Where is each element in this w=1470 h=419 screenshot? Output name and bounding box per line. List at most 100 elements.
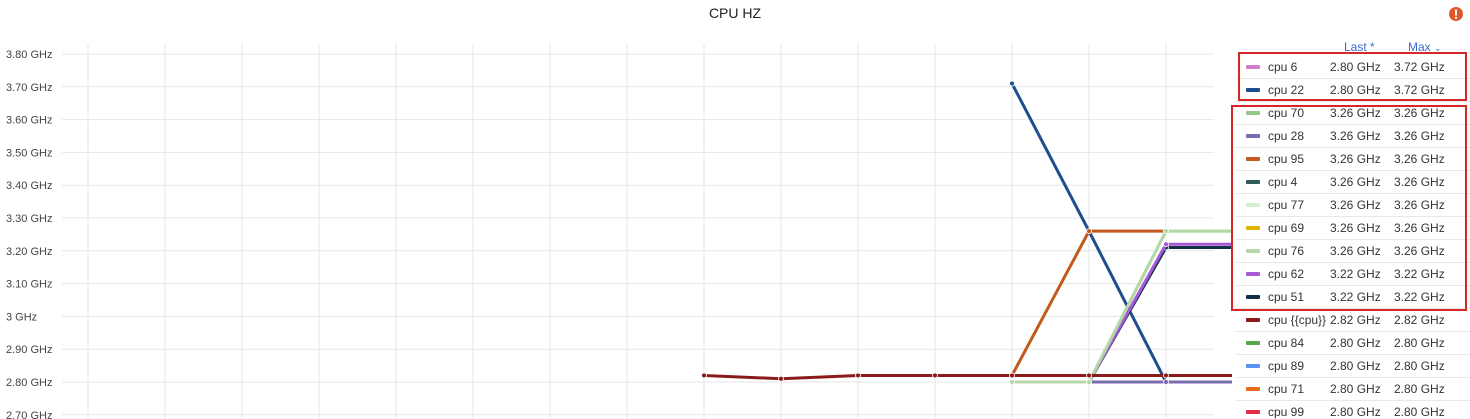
legend-row[interactable]: cpu 70 3.26 GHz 3.26 GHz (1236, 102, 1470, 125)
series-point (1163, 379, 1169, 385)
legend-max-value: 3.22 GHz (1394, 267, 1445, 281)
legend-max-value: 3.72 GHz (1394, 60, 1445, 74)
legend-max-value: 3.26 GHz (1394, 244, 1445, 258)
series-line (1010, 82, 1232, 384)
series-point (1163, 228, 1169, 235)
legend-swatch (1246, 295, 1260, 299)
legend-swatch (1246, 134, 1260, 138)
alert-icon[interactable] (1448, 6, 1464, 22)
series-point (778, 375, 784, 382)
legend-row[interactable]: cpu 77 3.26 GHz 3.26 GHz (1236, 194, 1470, 217)
series-point (1009, 372, 1015, 379)
y-tick-label: 3.50 GHz (6, 147, 52, 159)
legend-last-value: 3.26 GHz (1330, 244, 1381, 258)
legend-series-name: cpu {{cpu}} (1268, 313, 1327, 327)
legend-row[interactable]: cpu 95 3.26 GHz 3.26 GHz (1236, 148, 1470, 171)
y-tick-label: 2.80 GHz (6, 377, 52, 389)
legend-row[interactable]: cpu 99 2.80 GHz 2.80 GHz (1236, 401, 1470, 419)
legend-swatch (1246, 111, 1260, 115)
series-point (1009, 379, 1015, 385)
legend-swatch (1246, 364, 1260, 368)
series-line (1012, 229, 1232, 384)
legend-swatch (1246, 410, 1260, 414)
legend-rows: cpu 6 2.80 GHz 3.72 GHz cpu 22 2.80 GHz 3.72 … (1236, 56, 1470, 419)
legend-series-name: cpu 99 (1268, 405, 1305, 419)
y-tick-label: 2.70 GHz (6, 410, 52, 419)
y-tick-label: 3.70 GHz (6, 82, 52, 94)
legend-last-value: 2.80 GHz (1330, 382, 1381, 396)
legend-row[interactable]: cpu 62 3.22 GHz 3.22 GHz (1236, 263, 1470, 286)
legend-series-name: cpu 84 (1268, 336, 1305, 350)
series-point (932, 372, 938, 379)
legend-max-value: 2.80 GHz (1394, 359, 1445, 373)
legend-swatch (1246, 249, 1260, 253)
legend-swatch (1246, 88, 1260, 92)
legend-swatch (1246, 180, 1260, 184)
series-line (703, 373, 1232, 381)
legend-table: Last * Max ⌄ cpu 6 2.80 GHz 3.72 GHz cpu 22… (1236, 38, 1470, 419)
legend-last-value: 2.82 GHz (1330, 313, 1381, 327)
y-tick-label: 3.60 GHz (6, 115, 52, 127)
legend-last-value: 2.80 GHz (1330, 83, 1381, 97)
legend-series-name: cpu 89 (1268, 359, 1305, 373)
legend-swatch (1246, 341, 1260, 345)
legend-row[interactable]: cpu 51 3.22 GHz 3.22 GHz (1236, 286, 1470, 309)
legend-swatch (1246, 157, 1260, 161)
legend-last-value: 3.26 GHz (1330, 152, 1381, 166)
legend-last-value: 2.80 GHz (1330, 336, 1381, 350)
legend-swatch (1246, 272, 1260, 276)
legend-last-value: 3.22 GHz (1330, 267, 1381, 281)
legend-last-value: 3.26 GHz (1330, 198, 1381, 212)
legend-row[interactable]: cpu {{cpu}} 2.82 GHz 2.82 GHz (1236, 309, 1470, 332)
legend-max-value: 3.26 GHz (1394, 129, 1445, 143)
y-tick-label: 3.80 GHz (6, 49, 52, 61)
legend-swatch (1246, 65, 1260, 69)
legend-series-name: cpu 22 (1268, 83, 1305, 97)
series-point (1086, 228, 1092, 235)
legend-max-value: 2.82 GHz (1394, 313, 1445, 327)
legend-series-name: cpu 51 (1268, 290, 1305, 304)
legend-col-max[interactable]: Max ⌄ (1408, 40, 1442, 54)
legend-max-value: 2.80 GHz (1394, 336, 1445, 350)
legend-max-value: 3.72 GHz (1394, 83, 1445, 97)
legend-last-value: 3.26 GHz (1330, 221, 1381, 235)
chart-title: CPU HZ (708, 5, 762, 21)
legend-row[interactable]: cpu 6 2.80 GHz 3.72 GHz (1236, 56, 1470, 79)
legend-col-max-label: Max (1408, 40, 1431, 54)
legend-series-name: cpu 4 (1268, 175, 1298, 189)
legend-row[interactable]: cpu 22 2.80 GHz 3.72 GHz (1236, 79, 1470, 102)
legend-series-name: cpu 77 (1268, 198, 1305, 212)
legend-swatch (1246, 226, 1260, 230)
legend-max-value: 3.26 GHz (1394, 152, 1445, 166)
cpu-hz-chart: 3.80 GHz 3.70 GHz 3.60 GHz 3.50 GHz 3.40 GHz… (6, 44, 1232, 419)
legend-max-value: 3.26 GHz (1394, 198, 1445, 212)
legend-max-value: 2.80 GHz (1394, 405, 1445, 419)
legend-row[interactable]: cpu 69 3.26 GHz 3.26 GHz (1236, 217, 1470, 240)
series-point (1086, 379, 1092, 385)
legend-last-value: 2.80 GHz (1330, 405, 1381, 419)
legend-row[interactable]: cpu 28 3.26 GHz 3.26 GHz (1236, 125, 1470, 148)
legend-row[interactable]: cpu 71 2.80 GHz 2.80 GHz (1236, 378, 1470, 401)
y-tick-label: 3.40 GHz (6, 180, 52, 192)
y-tick-label: 3.30 GHz (6, 213, 52, 225)
y-tick-label: 2.90 GHz (6, 344, 52, 356)
legend-series-name: cpu 71 (1268, 382, 1305, 396)
legend-last-value: 3.26 GHz (1330, 106, 1381, 120)
legend-last-value: 2.80 GHz (1330, 359, 1381, 373)
legend-row[interactable]: cpu 84 2.80 GHz 2.80 GHz (1236, 332, 1470, 355)
legend-header: Last * Max ⌄ (1236, 38, 1470, 56)
y-tick-label: 3.10 GHz (6, 279, 52, 291)
legend-col-last[interactable]: Last * (1344, 40, 1375, 54)
legend-row[interactable]: cpu 4 3.26 GHz 3.26 GHz (1236, 171, 1470, 194)
series-point (1086, 372, 1092, 379)
legend-series-name: cpu 70 (1268, 106, 1305, 120)
series-point (701, 372, 707, 379)
legend-row[interactable]: cpu 89 2.80 GHz 2.80 GHz (1236, 355, 1470, 378)
legend-last-value: 3.26 GHz (1330, 175, 1381, 189)
y-tick-label: 3.20 GHz (6, 246, 52, 258)
series-point (1009, 80, 1015, 87)
legend-row[interactable]: cpu 76 3.26 GHz 3.26 GHz (1236, 240, 1470, 263)
series-point (855, 372, 861, 379)
legend-last-value: 3.22 GHz (1330, 290, 1381, 304)
legend-series-name: cpu 76 (1268, 244, 1305, 258)
